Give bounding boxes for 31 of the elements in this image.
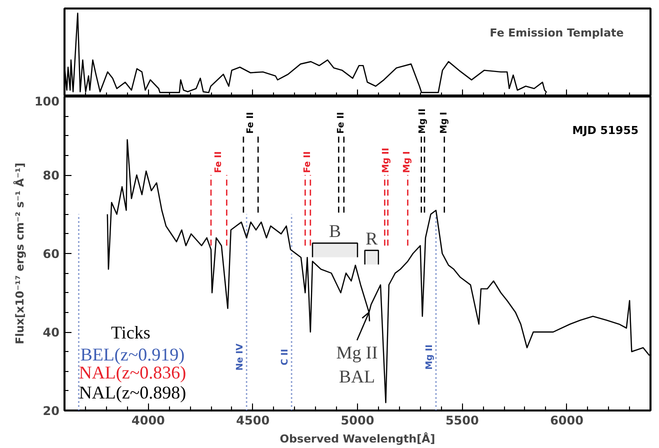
annotation: Mg II BAL bbox=[336, 342, 378, 386]
y-tick-label: 80 bbox=[42, 168, 60, 182]
ref-line-label: Mg II bbox=[381, 148, 392, 173]
x-axis-title: Observed Wavelength[Å] bbox=[280, 432, 436, 446]
ref-line-label: Fe II bbox=[214, 151, 224, 173]
y-axis-title: Flux[x10⁻¹⁷ ergs cm⁻² s⁻¹ Å⁻¹] bbox=[12, 162, 26, 344]
ref-line-label: Mg I bbox=[402, 151, 413, 173]
y-tick-label: 20 bbox=[42, 404, 60, 418]
x-tick-label: 4500 bbox=[236, 414, 270, 428]
x-tick-label: 5500 bbox=[445, 414, 479, 428]
ref-line-label: Fe II bbox=[302, 151, 313, 173]
x-tick-label: 4000 bbox=[132, 414, 165, 428]
band-label: R bbox=[366, 228, 378, 248]
annotation: MJD 51955 bbox=[572, 124, 639, 137]
y-tick-label: 40 bbox=[42, 326, 60, 340]
x-tick-label: 6000 bbox=[550, 414, 584, 428]
x-tick-label: 5000 bbox=[340, 414, 374, 428]
annotation: BEL(z~0.919) bbox=[80, 344, 185, 365]
ref-line-label: C II bbox=[280, 348, 291, 366]
y-tick-label: 60 bbox=[42, 247, 60, 261]
band-label: B bbox=[329, 221, 342, 242]
ref-line-label: Mg I bbox=[439, 112, 450, 134]
annotation: NAL(z~0.898) bbox=[78, 382, 186, 403]
ref-line-label: Mg II bbox=[424, 344, 435, 370]
ref-line-label: Fe II bbox=[246, 112, 256, 134]
ref-line-label: Fe II bbox=[336, 112, 346, 134]
text: Fe Emission Template bbox=[490, 26, 624, 40]
y-tick-label: 100 bbox=[34, 94, 60, 108]
ref-line-label: Mg II bbox=[418, 108, 428, 134]
annotation: Ticks bbox=[111, 322, 150, 343]
ref-line-label: Ne IV bbox=[236, 344, 246, 371]
